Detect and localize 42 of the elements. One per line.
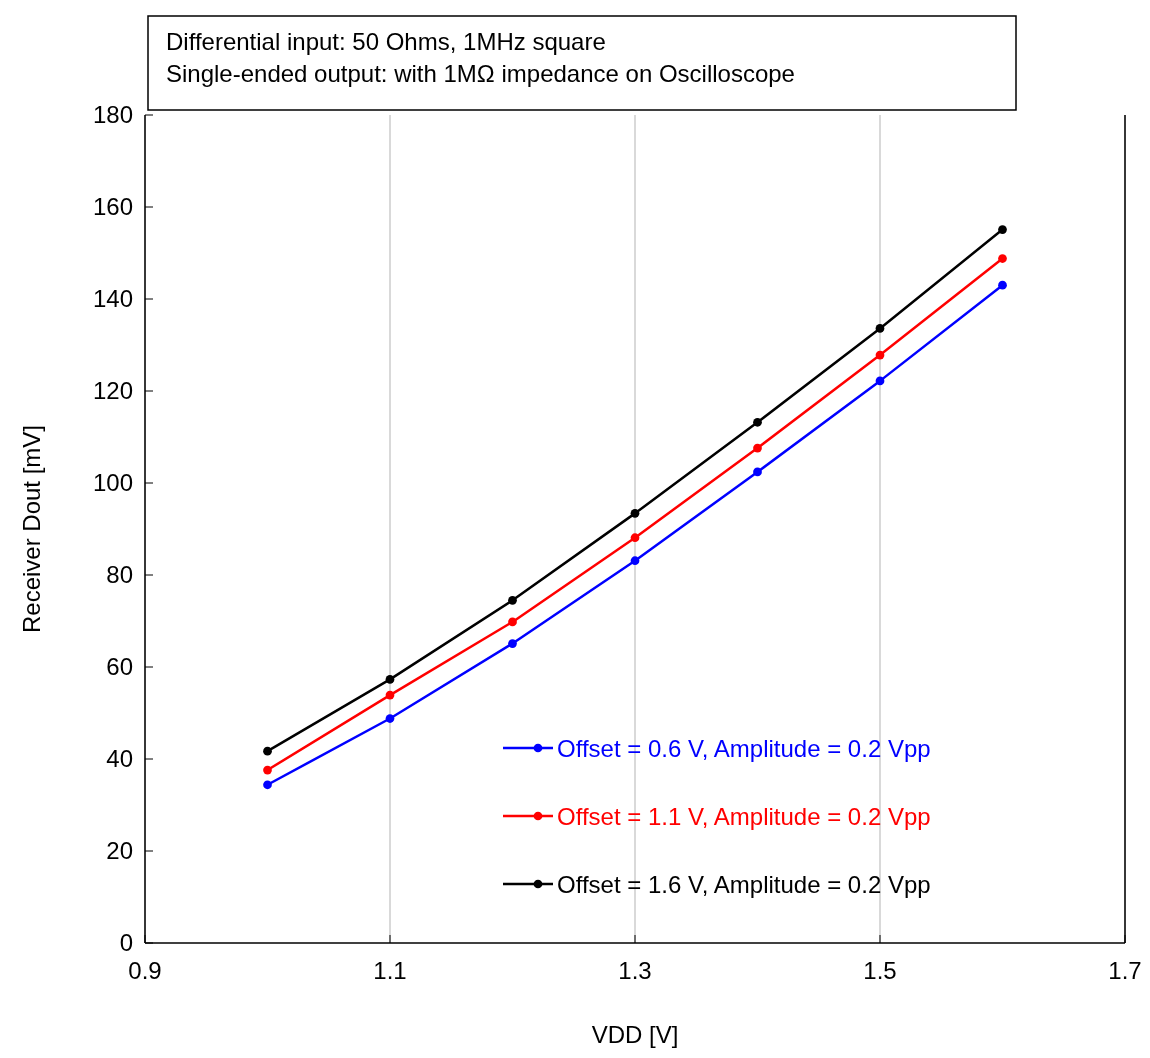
- point: [875, 376, 885, 386]
- x-tick-label: 1.3: [618, 957, 652, 984]
- y-tick-label: 20: [106, 837, 133, 864]
- point: [875, 324, 885, 333]
- point: [385, 714, 395, 723]
- x-tick-label: 1.5: [863, 957, 897, 984]
- point: [998, 254, 1007, 263]
- y-tick-label: 140: [92, 285, 133, 312]
- point: [998, 280, 1007, 290]
- point: [630, 509, 640, 518]
- point: [508, 617, 517, 627]
- point: [998, 225, 1007, 234]
- point: [753, 417, 762, 427]
- point: [753, 443, 762, 453]
- legend-label: Offset = 1.1 V, Amplitude = 0.2 Vpp: [557, 803, 931, 830]
- legend-label: Offset = 0.6 V, Amplitude = 0.2 Vpp: [557, 735, 931, 762]
- y-tick-label: 120: [92, 377, 133, 404]
- point: [630, 556, 640, 566]
- point: [263, 765, 272, 775]
- note-box: Differential input: 50 Ohms, 1MHz square Single-ended output: with 1MΩ impedance on Oscilloscope: [147, 15, 1017, 111]
- x-tick-label: 0.9: [128, 957, 162, 984]
- x-axis-title: VDD [V]: [591, 1021, 679, 1048]
- point: [875, 350, 885, 360]
- y-tick-label: 160: [92, 193, 133, 220]
- point: [263, 746, 272, 756]
- point: [630, 533, 640, 543]
- point: [508, 595, 517, 605]
- y-tick-label: 60: [106, 653, 133, 680]
- y-tick-label: 180: [92, 101, 133, 128]
- point: [385, 675, 395, 684]
- y-tick-label: 100: [92, 469, 133, 496]
- point: [753, 467, 762, 477]
- y-tick-label: 0: [119, 929, 133, 956]
- point: [385, 690, 395, 700]
- y-axis-title: Receiver Dout [mV]: [18, 424, 45, 634]
- x-tick-label: 1.1: [373, 957, 407, 984]
- y-tick-label: 80: [106, 561, 133, 588]
- point: [508, 639, 517, 648]
- legend-label: Offset = 1.6 V, Amplitude = 0.2 Vpp: [557, 871, 931, 898]
- x-tick-label: 1.7: [1108, 957, 1142, 984]
- y-tick-label: 40: [106, 745, 133, 772]
- point: [263, 780, 272, 790]
